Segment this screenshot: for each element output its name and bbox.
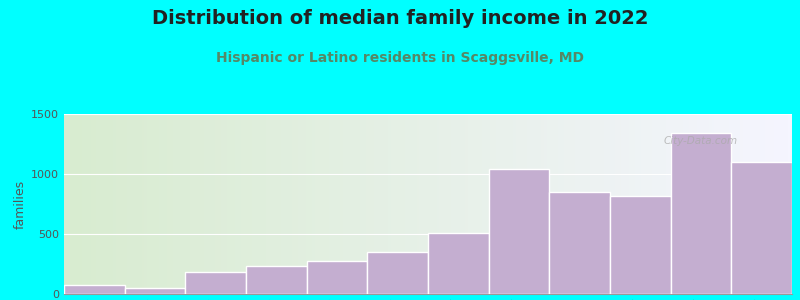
Bar (610, 196, 670, 294)
Bar (550, 192, 610, 294)
Bar (64, 285, 125, 294)
Text: City-Data.com: City-Data.com (664, 136, 738, 146)
Bar (670, 133, 731, 294)
Bar (367, 252, 428, 294)
Y-axis label: families: families (14, 179, 27, 229)
Text: Distribution of median family income in 2022: Distribution of median family income in … (152, 9, 648, 28)
Bar (125, 288, 186, 294)
Bar (186, 272, 246, 294)
Text: Hispanic or Latino residents in Scaggsville, MD: Hispanic or Latino residents in Scaggsvi… (216, 51, 584, 65)
Bar (246, 266, 306, 294)
Bar (428, 233, 489, 294)
Bar (306, 261, 367, 294)
Bar (731, 162, 792, 294)
Bar (489, 169, 550, 294)
